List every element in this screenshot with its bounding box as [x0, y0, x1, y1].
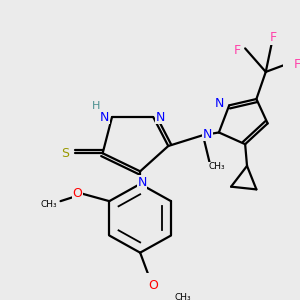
Text: N: N: [100, 111, 109, 124]
Text: F: F: [270, 31, 277, 44]
Text: N: N: [137, 176, 147, 189]
Text: O: O: [73, 188, 82, 200]
Text: H: H: [92, 101, 100, 111]
Text: CH₃: CH₃: [209, 162, 225, 171]
Text: S: S: [61, 147, 69, 160]
Text: CH₃: CH₃: [41, 200, 58, 209]
Text: O: O: [148, 279, 158, 292]
Text: F: F: [234, 44, 241, 57]
Text: N: N: [203, 128, 212, 141]
Text: N: N: [156, 111, 166, 124]
Text: CH₃: CH₃: [175, 293, 192, 300]
Text: N: N: [215, 97, 224, 110]
Text: F: F: [294, 58, 300, 71]
